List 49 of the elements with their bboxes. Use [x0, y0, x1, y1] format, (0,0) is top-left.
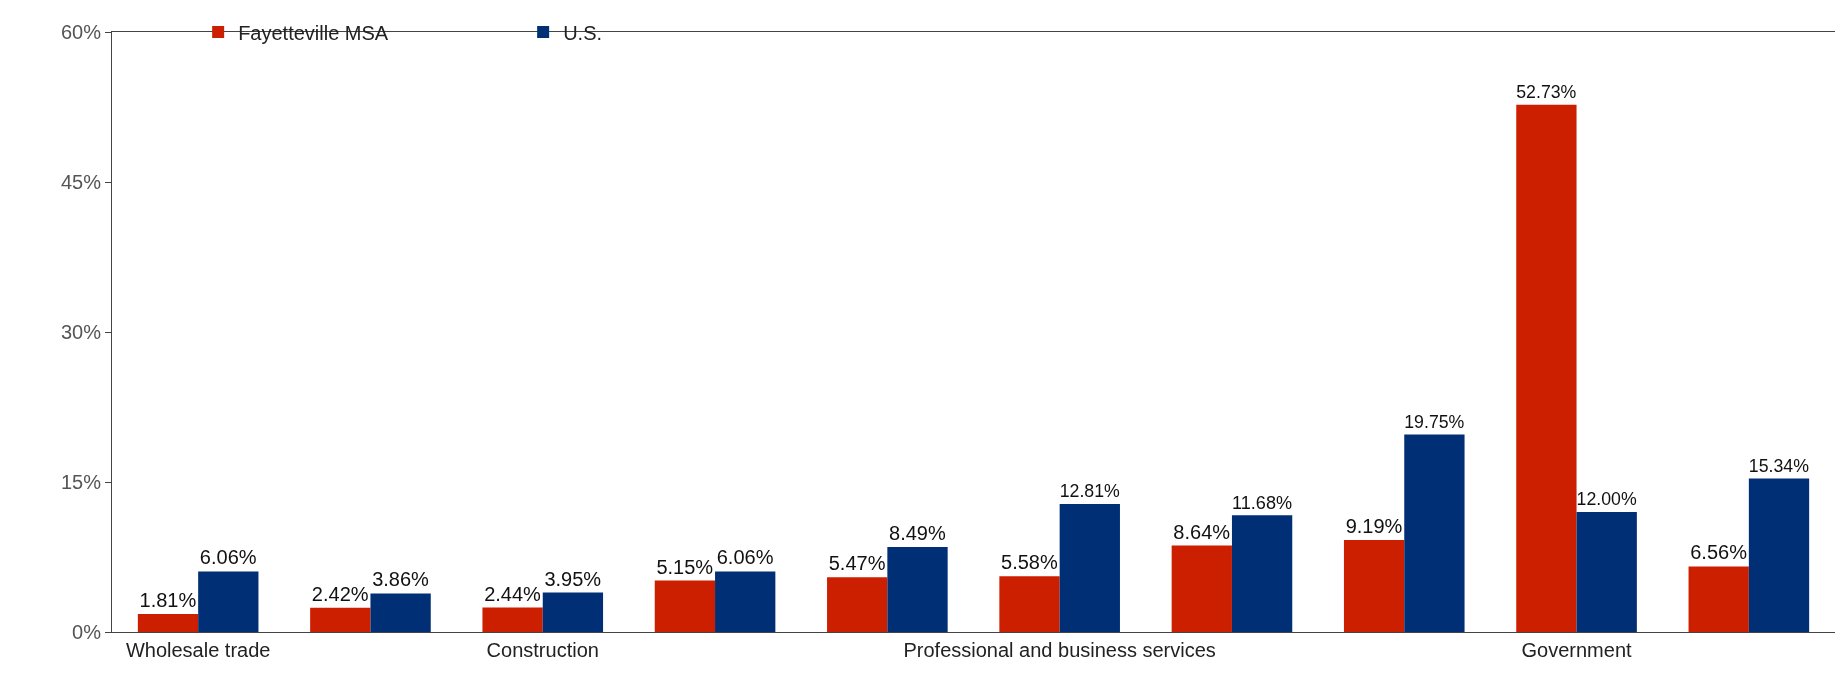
bar: [198, 571, 259, 632]
data-label: 8.64%: [1173, 520, 1231, 543]
bar: [1231, 515, 1293, 632]
bar: [542, 592, 604, 632]
bar: [1404, 434, 1465, 632]
data-label: 2.42%: [311, 582, 369, 605]
bar: [310, 607, 371, 632]
data-label: 6.06%: [716, 546, 774, 569]
x-tick-label: Construction: [486, 639, 599, 661]
bar: [1516, 104, 1577, 632]
data-label: 8.49%: [889, 522, 946, 545]
data-label: 12.00%: [1576, 489, 1637, 510]
data-label: 19.75%: [1404, 411, 1465, 432]
y-tick-label: 30%: [60, 321, 102, 343]
bar: [1059, 503, 1120, 632]
bar: [654, 580, 716, 632]
y-tick-label: 15%: [60, 471, 102, 493]
x-tick-label: Professional and business services: [903, 639, 1216, 661]
data-label: 1.81%: [139, 588, 197, 611]
bar: [1343, 540, 1405, 632]
y-tick-label: 60%: [60, 21, 102, 43]
data-label: 6.56%: [1690, 541, 1748, 564]
data-label: 6.06%: [199, 546, 257, 569]
data-label: 5.15%: [656, 555, 714, 578]
bar: [1748, 478, 1810, 632]
bar: [827, 577, 888, 632]
bar: [482, 607, 543, 632]
bar: [137, 613, 199, 632]
data-label: 2.44%: [484, 582, 542, 605]
data-label: 12.81%: [1059, 481, 1120, 502]
bar: [1171, 545, 1232, 632]
bar: [999, 576, 1060, 632]
data-label: 9.19%: [1345, 515, 1403, 538]
data-label: 5.58%: [1001, 551, 1058, 574]
y-tick-label: 45%: [60, 171, 102, 193]
x-tick-label: Wholesale trade: [125, 639, 271, 661]
data-label: 3.86%: [372, 568, 430, 591]
x-tick-label: Government: [1521, 639, 1633, 661]
data-label: 3.95%: [544, 567, 602, 590]
data-label: 15.34%: [1748, 456, 1810, 477]
bar: [1576, 512, 1637, 632]
bar: [887, 547, 948, 632]
bar: [370, 593, 431, 632]
data-label: 5.47%: [828, 552, 886, 575]
data-label: 11.68%: [1231, 492, 1293, 513]
y-tick-label: 0%: [72, 621, 102, 643]
bar: [1688, 566, 1749, 632]
data-label: 52.73%: [1516, 82, 1577, 103]
bar: [715, 571, 776, 632]
